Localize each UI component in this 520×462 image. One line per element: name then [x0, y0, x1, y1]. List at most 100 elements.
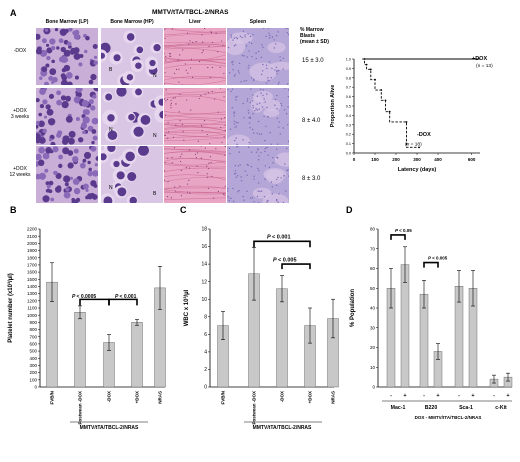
- cell: [223, 136, 225, 138]
- cell: [287, 140, 289, 143]
- y-tick-label: 900: [29, 320, 37, 325]
- cell: [56, 185, 62, 191]
- cell: [271, 186, 273, 188]
- histology-texture: [36, 88, 98, 145]
- cell: [244, 170, 247, 172]
- cell: [246, 190, 248, 193]
- y-tick-label: 6: [204, 332, 207, 338]
- cell: [198, 97, 200, 100]
- tissue-line: [164, 76, 226, 79]
- cell: [91, 194, 98, 200]
- cell: [81, 100, 89, 108]
- tissue-patch: [274, 152, 289, 167]
- cell: [274, 98, 277, 101]
- cell: [91, 129, 97, 134]
- cell: [274, 69, 276, 71]
- cell: [248, 141, 250, 144]
- cell: [189, 192, 191, 194]
- cell: [231, 88, 234, 90]
- cell: [267, 28, 270, 29]
- cell: [196, 152, 199, 154]
- cell: [59, 28, 67, 36]
- cell: [253, 132, 255, 134]
- cell: [65, 95, 71, 102]
- cell: [180, 195, 183, 197]
- cell: [207, 92, 209, 94]
- cell: [184, 63, 186, 65]
- cell: [261, 106, 264, 108]
- y-tick-label: 8: [204, 314, 207, 320]
- tissue-line: [164, 64, 226, 69]
- cell: [262, 63, 264, 66]
- cell: [38, 120, 45, 128]
- cell: [243, 80, 245, 82]
- cell: [244, 34, 246, 36]
- cell: [236, 95, 238, 98]
- tissue-patch: [263, 108, 280, 118]
- cell: [58, 163, 63, 169]
- cell: [45, 43, 50, 47]
- tissue-bg: [164, 146, 226, 203]
- cell: [46, 184, 51, 189]
- cell: [237, 121, 239, 124]
- cell: [56, 132, 62, 138]
- blast-value: 15 ± 3.0: [302, 58, 324, 64]
- cell: [258, 133, 261, 135]
- dox-sublabel: -: [493, 393, 495, 399]
- cell: [235, 36, 237, 39]
- cell: [62, 147, 70, 155]
- cell-marker: B: [153, 191, 157, 197]
- cell: [164, 170, 165, 172]
- cell: [178, 68, 180, 70]
- nucleus: [107, 130, 118, 140]
- nucleus: [107, 114, 115, 122]
- cell: [165, 114, 167, 117]
- cell: [91, 117, 98, 125]
- cell: [188, 167, 191, 169]
- histology-texture: [36, 146, 98, 203]
- panel-c-label: C: [180, 205, 187, 215]
- cell: [257, 182, 260, 184]
- tissue-line: [164, 121, 226, 126]
- nucleus: [133, 126, 144, 137]
- cell: [178, 111, 180, 113]
- cell: [167, 157, 169, 159]
- cell: [230, 90, 232, 93]
- cell: [236, 175, 239, 177]
- y-tick-label: 2000: [27, 241, 38, 246]
- cell: [242, 139, 244, 141]
- cell: [85, 188, 89, 192]
- cell: [60, 56, 68, 64]
- cell: [60, 46, 66, 53]
- cell: [194, 153, 197, 155]
- x-tick-label: 0: [353, 157, 356, 162]
- cell: [67, 162, 74, 169]
- cell-marker: N: [153, 73, 157, 79]
- cell: [71, 199, 79, 203]
- cell: [257, 167, 259, 170]
- cell: [230, 197, 232, 200]
- cell: [256, 95, 259, 97]
- column-header: Bone Marrow (HP): [110, 19, 154, 25]
- cell: [223, 96, 225, 98]
- histology-image: [164, 88, 226, 145]
- cell: [65, 71, 73, 79]
- cell: [283, 175, 285, 177]
- cell: [276, 178, 278, 181]
- cell: [243, 117, 245, 119]
- cell: [256, 132, 259, 135]
- y-tick-label: 50: [370, 286, 376, 291]
- histology-texture: [227, 146, 289, 203]
- cell: [264, 139, 266, 142]
- y-tick-label: 16: [201, 244, 207, 250]
- cell: [58, 38, 64, 44]
- x-tick-label: 100: [371, 157, 379, 162]
- histology-image: [227, 88, 289, 145]
- cell: [266, 67, 268, 70]
- panel-d-label: D: [346, 205, 353, 215]
- cell: [233, 45, 236, 47]
- cell: [240, 179, 243, 182]
- cell: [240, 176, 242, 178]
- cell: [88, 167, 92, 172]
- nucleus: [103, 196, 113, 203]
